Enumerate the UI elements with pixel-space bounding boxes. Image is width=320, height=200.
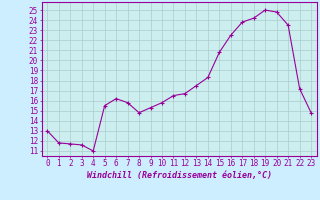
X-axis label: Windchill (Refroidissement éolien,°C): Windchill (Refroidissement éolien,°C)	[87, 171, 272, 180]
